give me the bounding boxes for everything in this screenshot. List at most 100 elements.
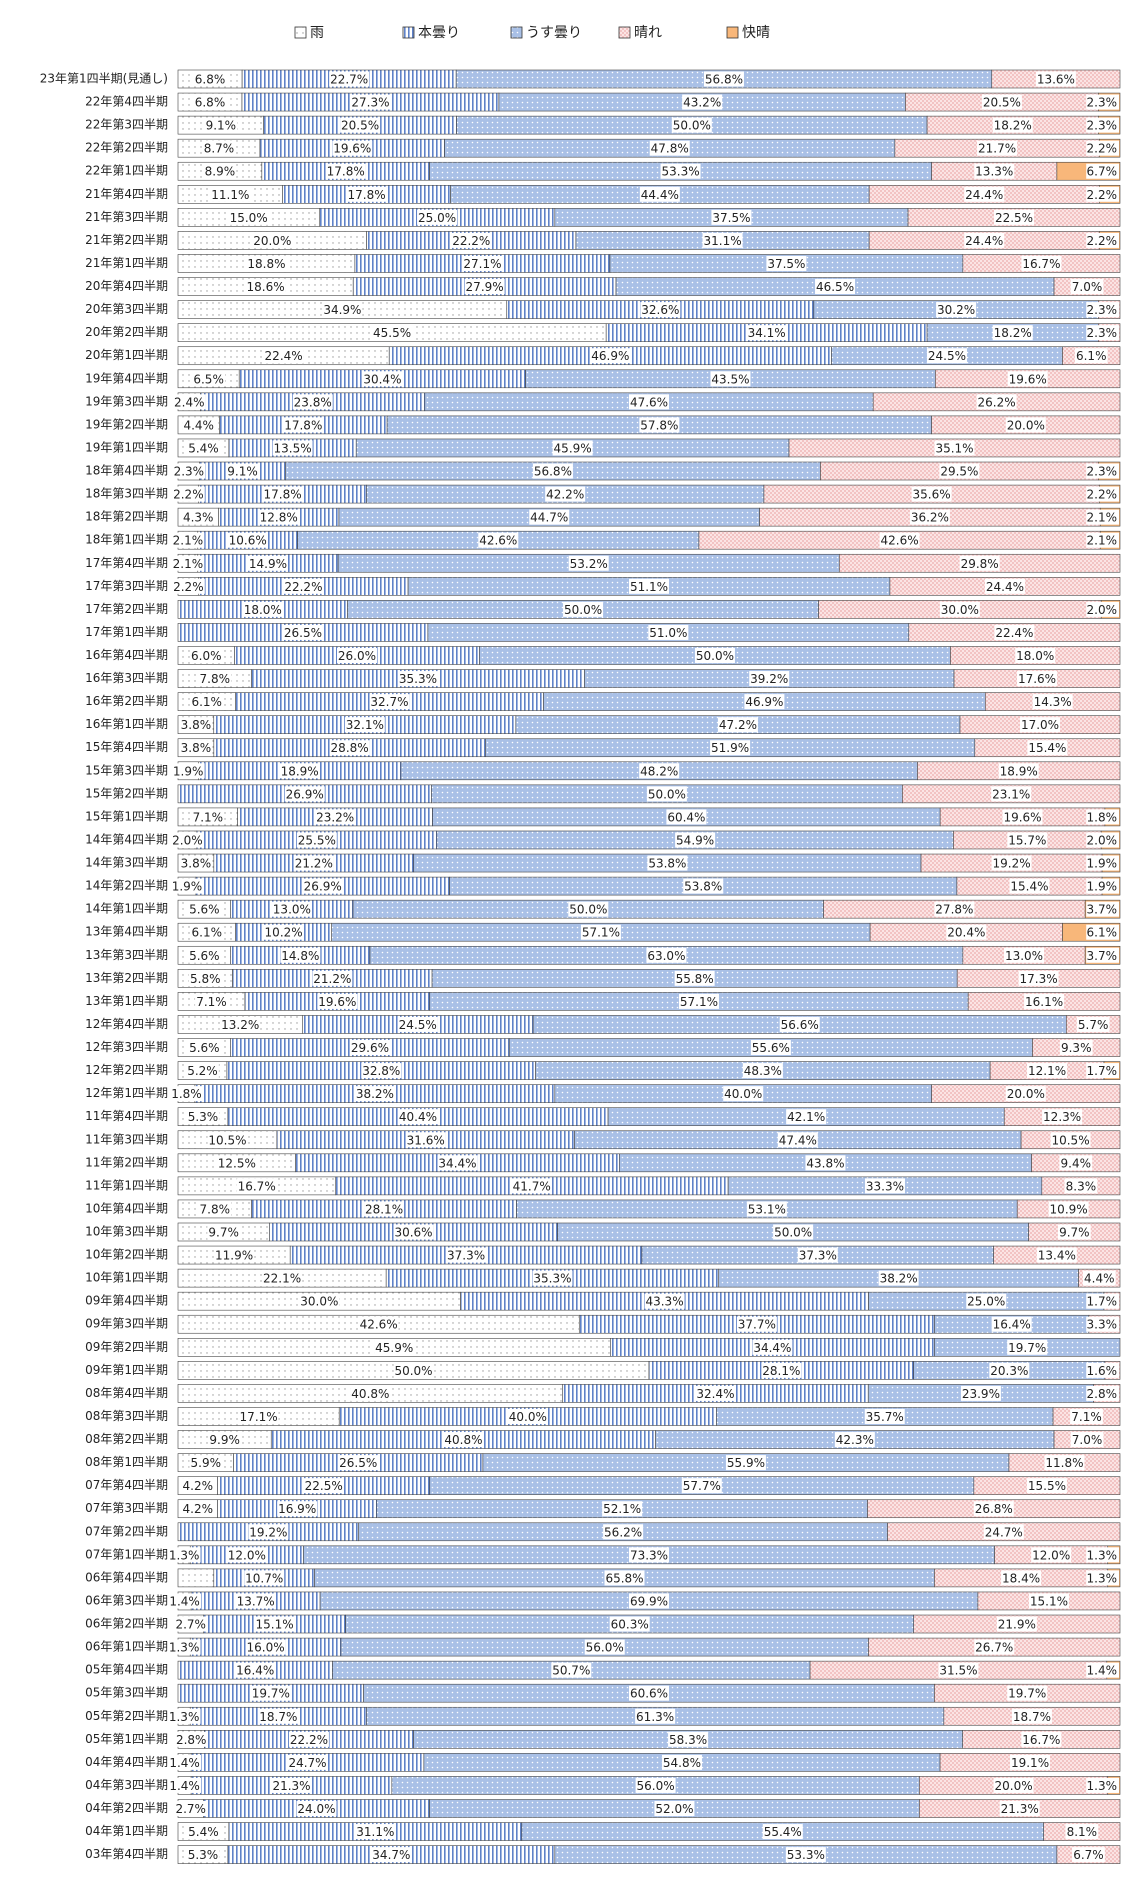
data-label: 29.8% <box>961 557 999 571</box>
legend-label: 晴れ <box>634 25 662 41</box>
data-label: 30.0% <box>941 603 979 617</box>
data-label: 57.1% <box>680 995 718 1009</box>
data-label: 20.0% <box>1007 1087 1045 1101</box>
label-background <box>1018 970 1059 986</box>
data-label: 1.4% <box>169 1779 200 1793</box>
label-background <box>1007 1339 1048 1355</box>
y-tick-label: 11年第2四半期 <box>85 1155 168 1169</box>
label-background <box>725 1455 766 1471</box>
label-background <box>1076 1016 1110 1032</box>
label-background <box>329 71 370 87</box>
y-tick-label: 12年第4四半期 <box>85 1017 168 1031</box>
data-label: 30.2% <box>937 303 975 317</box>
data-label: 18.6% <box>247 280 285 294</box>
data-label: 13.0% <box>1005 949 1043 963</box>
y-tick-label: 07年第4四半期 <box>85 1478 168 1492</box>
label-background <box>282 624 323 640</box>
label-background <box>1048 1201 1089 1217</box>
data-label: 6.0% <box>191 649 222 663</box>
data-label: 27.3% <box>351 96 389 110</box>
label-background <box>254 1616 295 1632</box>
y-tick-label: 15年第3四半期 <box>85 763 168 777</box>
data-label: 55.8% <box>676 972 714 986</box>
label-background <box>1086 901 1119 917</box>
label-background <box>1065 1824 1099 1840</box>
label-background <box>346 186 387 202</box>
label-background <box>1086 1293 1119 1309</box>
data-label: 2.2% <box>1087 142 1118 156</box>
y-tick-label: 06年第1四半期 <box>85 1640 168 1654</box>
data-label: 27.1% <box>463 257 501 271</box>
data-label: 12.0% <box>228 1548 266 1562</box>
data-label: 24.4% <box>986 580 1024 594</box>
label-background <box>959 555 1000 571</box>
y-tick-label: 09年第3四半期 <box>85 1317 168 1331</box>
label-background <box>246 255 287 271</box>
data-label: 19.2% <box>249 1525 287 1539</box>
data-label: 47.6% <box>630 395 668 409</box>
label-background <box>168 1754 201 1770</box>
data-label: 4.4% <box>183 418 214 432</box>
label-background <box>1070 1432 1104 1448</box>
data-label: 32.4% <box>696 1387 734 1401</box>
data-label: 60.4% <box>667 810 705 824</box>
label-background <box>168 1777 201 1793</box>
data-label: 56.0% <box>637 1779 675 1793</box>
label-background <box>235 1662 276 1678</box>
y-tick-label: 06年第4四半期 <box>85 1570 168 1584</box>
data-label: 23.8% <box>294 395 332 409</box>
label-background <box>271 1777 312 1793</box>
data-label: 15.1% <box>1030 1594 1068 1608</box>
label-background <box>446 1247 487 1263</box>
data-label: 33.3% <box>866 1179 904 1193</box>
label-background <box>272 440 313 456</box>
label-background <box>993 1777 1034 1793</box>
label-background <box>532 463 573 479</box>
label-background <box>994 209 1035 225</box>
y-tick-label: 23年第1四半期(見通し) <box>40 72 168 86</box>
label-background <box>195 993 228 1009</box>
label-background <box>203 163 237 179</box>
data-label: 5.6% <box>189 949 220 963</box>
y-tick-label: 18年第1四半期 <box>85 533 168 547</box>
label-background <box>1086 463 1119 479</box>
label-background <box>878 1270 919 1286</box>
label-background <box>191 809 225 825</box>
data-label: 5.3% <box>188 1110 219 1124</box>
label-background <box>167 1547 201 1563</box>
label-background <box>361 1063 402 1079</box>
label-background <box>172 463 206 479</box>
data-label: 17.1% <box>240 1410 278 1424</box>
y-tick-label: 07年第2四半期 <box>85 1524 168 1538</box>
data-label: 15.1% <box>255 1618 293 1632</box>
label-background <box>1086 1570 1119 1586</box>
label-background <box>994 624 1035 640</box>
data-label: 2.2% <box>1087 488 1118 502</box>
label-background <box>188 970 222 986</box>
label-background <box>646 786 687 802</box>
data-label: 22.5% <box>305 1479 343 1493</box>
data-label: 12.5% <box>218 1156 256 1170</box>
data-label: 6.8% <box>195 73 226 87</box>
data-label: 21.9% <box>998 1618 1036 1632</box>
label-background <box>773 1224 814 1240</box>
data-label: 55.4% <box>764 1825 802 1839</box>
data-label: 17.8% <box>348 188 386 202</box>
label-background <box>1002 809 1043 825</box>
label-background <box>283 417 324 433</box>
label-background <box>1086 94 1119 110</box>
label-background <box>235 1593 276 1609</box>
label-background <box>568 555 609 571</box>
data-label: 2.0% <box>172 833 203 847</box>
label-background <box>1026 1478 1067 1494</box>
data-label: 27.9% <box>466 280 504 294</box>
label-background <box>263 348 304 364</box>
data-label: 23.1% <box>992 787 1030 801</box>
data-label: 20.0% <box>994 1779 1032 1793</box>
data-label: 20.3% <box>990 1364 1028 1378</box>
label-background <box>777 1132 818 1148</box>
data-label: 35.7% <box>866 1410 904 1424</box>
y-tick-label: 15年第1四半期 <box>85 809 168 823</box>
label-background <box>187 901 221 917</box>
label-background <box>1020 717 1061 733</box>
